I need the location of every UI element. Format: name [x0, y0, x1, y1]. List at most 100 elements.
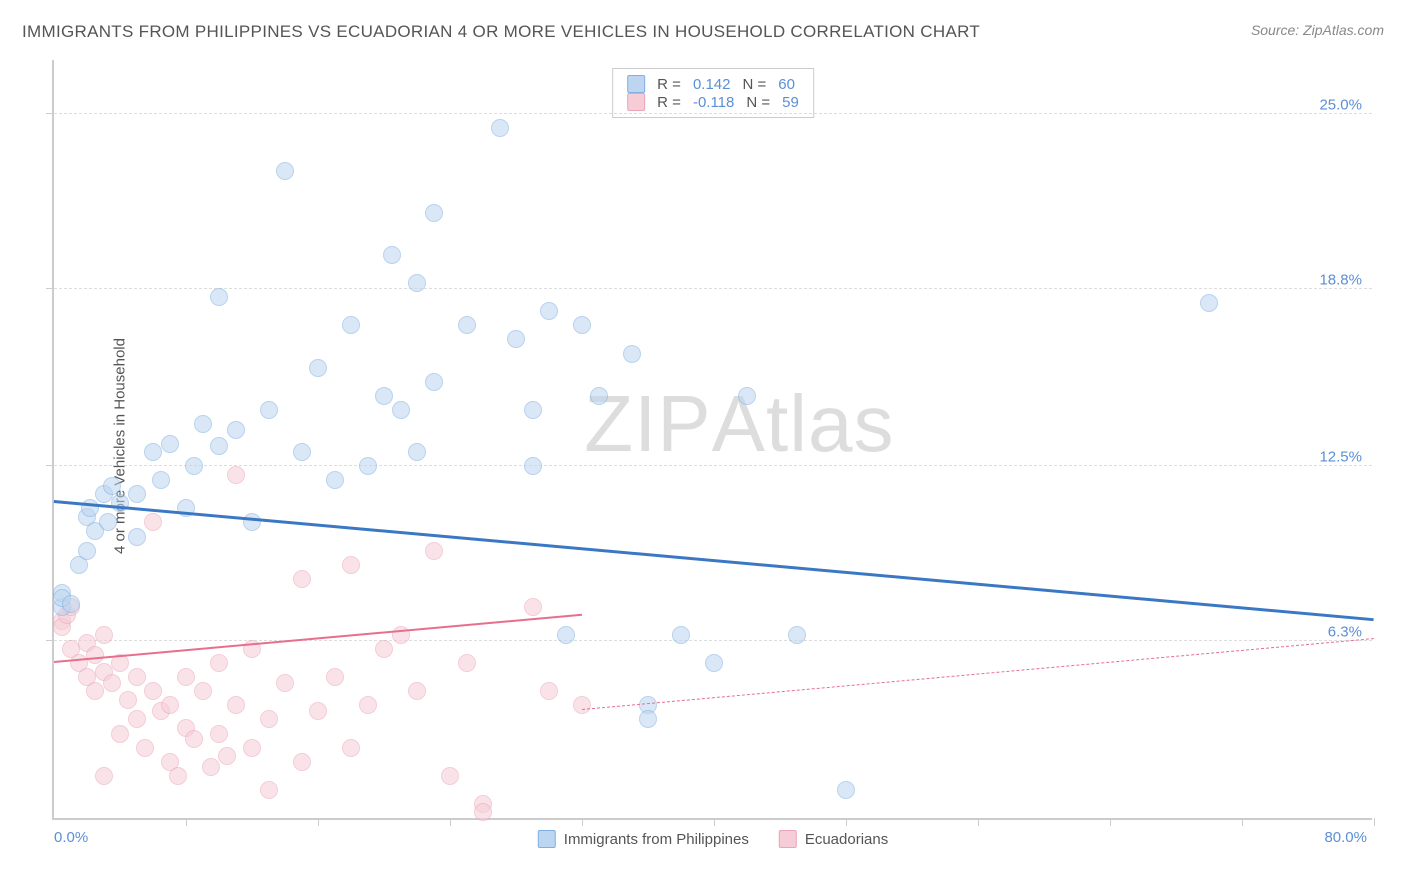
series-b-point: [119, 691, 137, 709]
series-b-point: [260, 710, 278, 728]
series-a-point: [524, 457, 542, 475]
series-a-point: [342, 316, 360, 334]
series-a-point: [210, 288, 228, 306]
series-b-point: [293, 570, 311, 588]
x-tick: [1242, 818, 1243, 826]
series-a-point: [243, 513, 261, 531]
series-a-point: [152, 471, 170, 489]
series-a-point: [276, 162, 294, 180]
series-a-point: [788, 626, 806, 644]
n-value-a: 60: [778, 76, 795, 93]
series-a-point: [78, 542, 96, 560]
series-b-point: [86, 682, 104, 700]
series-b-point: [95, 626, 113, 644]
series-a-point: [128, 528, 146, 546]
series-a-point: [128, 485, 146, 503]
series-a-point: [590, 387, 608, 405]
series-a-point: [738, 387, 756, 405]
series-a-point: [309, 359, 327, 377]
x-max-label: 80.0%: [1324, 829, 1367, 846]
series-b-point: [458, 654, 476, 672]
r-value-b: -0.118: [693, 94, 734, 111]
series-a-point: [62, 595, 80, 613]
legend-row-b: R = -0.118 N = 59: [627, 93, 799, 111]
series-b-point: [408, 682, 426, 700]
series-b-point: [342, 556, 360, 574]
series-a-point: [408, 443, 426, 461]
legend-stats: R = 0.142 N = 60 R = -0.118 N = 59: [612, 68, 814, 118]
series-a-point: [507, 330, 525, 348]
series-a-point: [144, 443, 162, 461]
series-a-point: [99, 513, 117, 531]
series-b-point: [136, 739, 154, 757]
series-b-point: [227, 466, 245, 484]
series-a-point: [705, 654, 723, 672]
gridline: [54, 465, 1372, 466]
x-tick: [450, 818, 451, 826]
series-b-point: [144, 682, 162, 700]
n-label-b: N =: [746, 94, 770, 111]
legend-row-a: R = 0.142 N = 60: [627, 75, 799, 93]
x-tick: [978, 818, 979, 826]
series-b-point: [260, 781, 278, 799]
series-a-point: [210, 437, 228, 455]
series-b-point: [177, 668, 195, 686]
series-b-trend-ext: [582, 639, 1374, 711]
series-a-point: [293, 443, 311, 461]
swatch-b-bottom: [779, 830, 797, 848]
x-origin-label: 0.0%: [54, 829, 88, 846]
series-a-point: [837, 781, 855, 799]
series-a-label: Immigrants from Philippines: [564, 831, 749, 848]
series-a-point: [672, 626, 690, 644]
series-b-point: [169, 767, 187, 785]
series-a-point: [573, 316, 591, 334]
y-tick-label: 12.5%: [1319, 449, 1362, 466]
series-a-point: [227, 421, 245, 439]
series-b-point: [95, 767, 113, 785]
series-b-point: [210, 654, 228, 672]
series-a-point: [524, 401, 542, 419]
chart-title: IMMIGRANTS FROM PHILIPPINES VS ECUADORIA…: [22, 22, 980, 42]
series-a-point: [458, 316, 476, 334]
series-a-point: [392, 401, 410, 419]
x-tick: [1374, 818, 1375, 826]
series-b-point: [474, 803, 492, 821]
swatch-series-b: [627, 93, 645, 111]
series-a-point: [161, 435, 179, 453]
y-tick: [46, 640, 54, 641]
series-b-point: [243, 739, 261, 757]
source-label: Source: ZipAtlas.com: [1251, 22, 1384, 38]
series-a-point: [383, 246, 401, 264]
series-b-point: [276, 674, 294, 692]
series-a-point: [623, 345, 641, 363]
y-tick: [46, 465, 54, 466]
n-value-b: 59: [782, 94, 799, 111]
x-tick: [1110, 818, 1111, 826]
series-b-point: [540, 682, 558, 700]
series-b-point: [375, 640, 393, 658]
series-a-point: [1200, 294, 1218, 312]
series-b-trend: [54, 614, 582, 663]
chart-area: ZIPAtlas R = 0.142 N = 60 R = -0.118 N =…: [52, 60, 1372, 820]
x-tick: [846, 818, 847, 826]
swatch-series-a: [627, 75, 645, 93]
series-b-point: [309, 702, 327, 720]
series-a-point: [359, 457, 377, 475]
series-a-point: [185, 457, 203, 475]
y-tick-label: 25.0%: [1319, 97, 1362, 114]
series-b-point: [227, 696, 245, 714]
series-b-point: [103, 674, 121, 692]
series-b-point: [194, 682, 212, 700]
gridline: [54, 288, 1372, 289]
series-b-point: [441, 767, 459, 785]
series-a-point: [326, 471, 344, 489]
series-b-point: [342, 739, 360, 757]
y-tick: [46, 288, 54, 289]
swatch-a-bottom: [538, 830, 556, 848]
series-a-point: [408, 274, 426, 292]
y-tick-label: 6.3%: [1328, 623, 1362, 640]
series-a-point: [540, 302, 558, 320]
series-b-point: [144, 513, 162, 531]
series-b-point: [161, 696, 179, 714]
series-a-point: [375, 387, 393, 405]
